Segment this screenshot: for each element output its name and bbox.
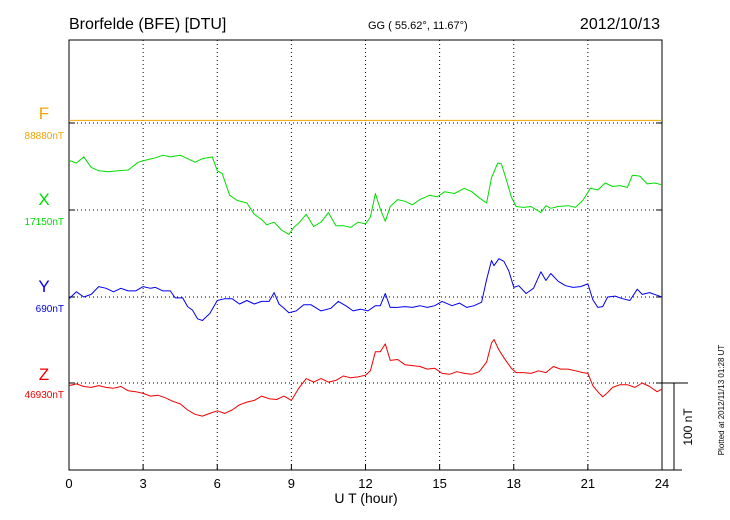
series-lines: F 88880nT X 17150nT Y 690nT Z 46930nT (25, 104, 663, 417)
x-tick-label: 6 (214, 476, 221, 491)
x-tick-label: 15 (432, 476, 446, 491)
x-tick-label: 0 (65, 476, 72, 491)
x-tick-label: 12 (358, 476, 372, 491)
scale-bar-label: 100 nT (681, 408, 695, 446)
chart-date: 2012/10/13 (580, 16, 660, 33)
series-baseline-y: 690nT (36, 304, 64, 315)
x-tick-label: 21 (581, 476, 595, 491)
series-baseline-z: 46930nT (25, 390, 64, 401)
series-baseline-x: 17150nT (25, 217, 64, 228)
series-label-f: F (39, 104, 49, 123)
chart-title: Brorfelde (BFE) [DTU] (69, 16, 226, 33)
series-label-z: Z (39, 365, 49, 384)
grid-lines (69, 40, 662, 470)
x-tick-label: 18 (507, 476, 521, 491)
scale-bar (662, 382, 688, 471)
plotted-footnote: Plotted at 2012/11/13 01:28 UT (717, 345, 726, 456)
series-line-x (68, 154, 663, 235)
x-axis-ticks: 0 3 6 9 12 15 18 21 24 (65, 464, 669, 491)
series-line-z (68, 339, 663, 417)
series-label-x: X (38, 190, 49, 209)
series-line-y (68, 258, 663, 321)
x-axis-label: U T (hour) (334, 490, 397, 506)
x-tick-label: 24 (655, 476, 669, 491)
x-tick-label: 9 (288, 476, 295, 491)
chart-subtitle: GG ( 55.62°, 11.67°) (368, 20, 468, 32)
x-tick-label: 3 (140, 476, 147, 491)
series-baseline-f: 88880nT (25, 131, 64, 142)
series-label-y: Y (38, 277, 49, 296)
